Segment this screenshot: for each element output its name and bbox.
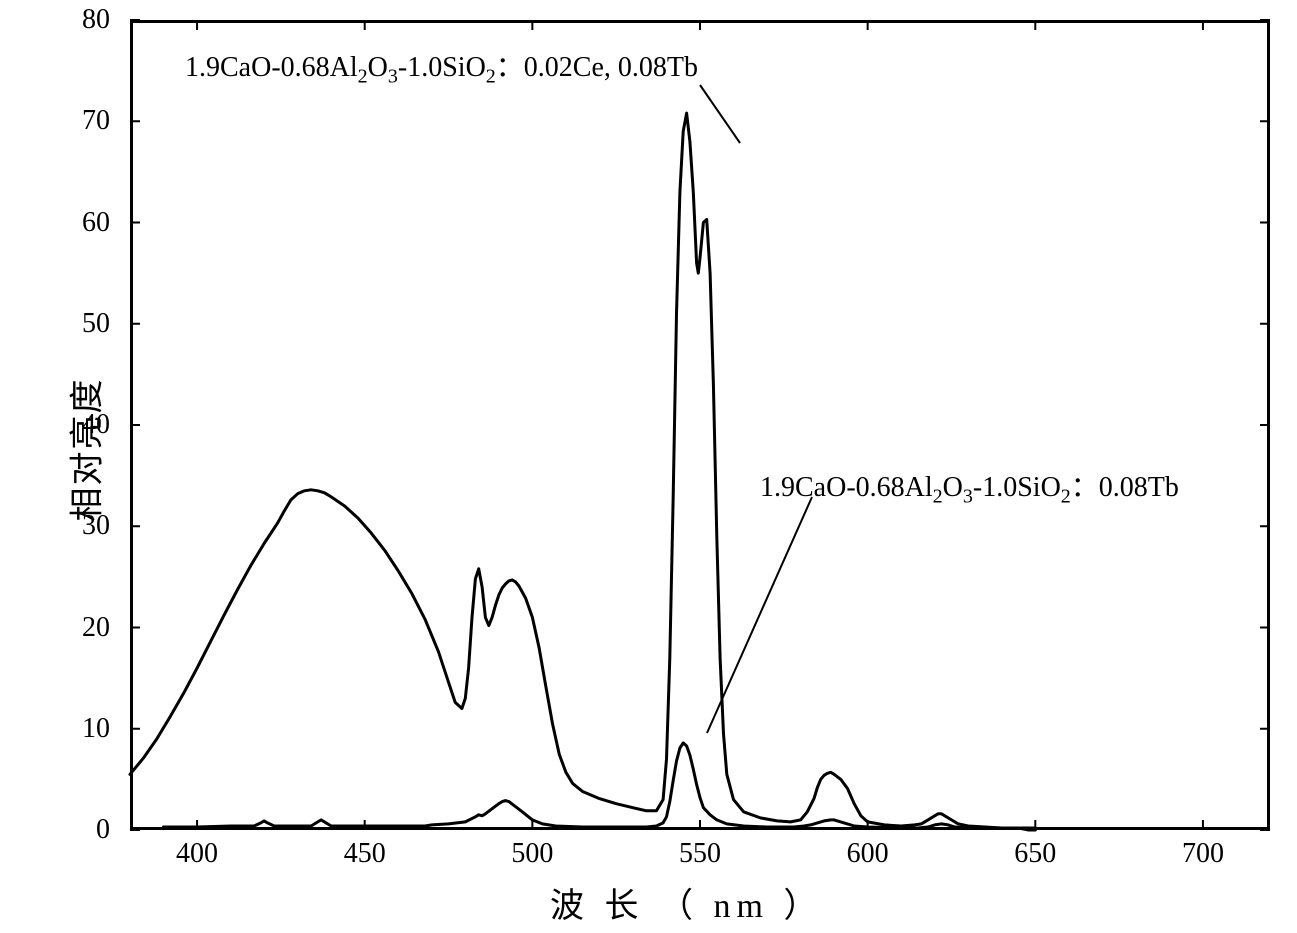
y-tick-label: 10 bbox=[0, 713, 110, 745]
emission-spectrum-chart: 40045050055060065070001020304050607080波 … bbox=[0, 0, 1297, 933]
x-tick-label: 650 bbox=[1014, 838, 1056, 870]
callout-Tb-only bbox=[707, 497, 812, 733]
y-tick-label: 50 bbox=[0, 308, 110, 340]
y-tick-label: 80 bbox=[0, 4, 110, 36]
series-label-Tb-only: 1.9CaO-0.68Al2O3-1.0SiO2：0.08Tb bbox=[760, 465, 1179, 509]
x-tick-label: 550 bbox=[679, 838, 721, 870]
y-tick-label: 70 bbox=[0, 105, 110, 137]
x-tick-label: 450 bbox=[344, 838, 386, 870]
y-tick-label: 20 bbox=[0, 612, 110, 644]
y-axis-label: 相对亮度 bbox=[60, 378, 109, 522]
x-tick-label: 700 bbox=[1182, 838, 1224, 870]
series-Tb-only bbox=[164, 743, 1036, 828]
y-tick-label: 0 bbox=[0, 814, 110, 846]
callout-Ce-Tb bbox=[700, 85, 740, 143]
x-tick-label: 500 bbox=[511, 838, 553, 870]
y-tick-label: 60 bbox=[0, 207, 110, 239]
x-axis-label: 波 长 （ nm ） bbox=[550, 878, 823, 927]
x-tick-label: 400 bbox=[176, 838, 218, 870]
x-tick-label: 600 bbox=[847, 838, 889, 870]
series-label-Ce-Tb: 1.9CaO-0.68Al2O3-1.0SiO2：0.02Ce, 0.08Tb bbox=[185, 45, 698, 89]
